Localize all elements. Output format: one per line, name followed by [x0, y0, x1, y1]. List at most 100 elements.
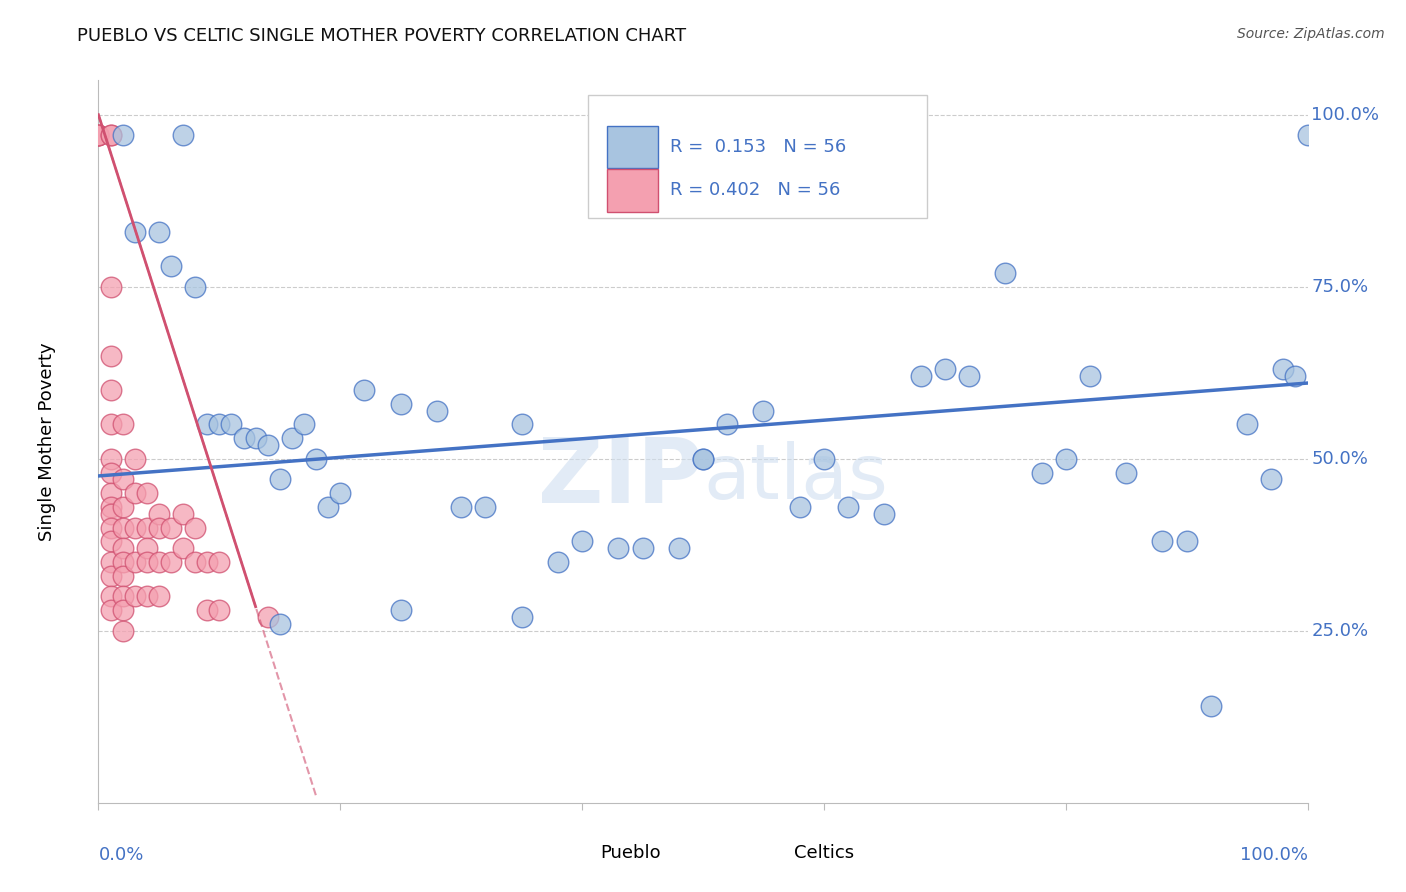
Point	[100, 128, 122, 143]
Point	[148, 507, 170, 521]
Point	[172, 541, 194, 556]
Point	[87, 128, 110, 143]
Point	[195, 603, 218, 617]
Point	[100, 417, 122, 432]
Point	[148, 520, 170, 534]
Point	[994, 266, 1017, 280]
Point	[135, 486, 157, 500]
Text: Source: ZipAtlas.com: Source: ZipAtlas.com	[1237, 27, 1385, 41]
Point	[305, 451, 328, 466]
Point	[269, 616, 291, 631]
Point	[607, 541, 630, 556]
Point	[221, 417, 243, 432]
Text: Celtics: Celtics	[794, 845, 853, 863]
Point	[1152, 534, 1174, 549]
Text: 100.0%: 100.0%	[1312, 105, 1379, 124]
Point	[1031, 466, 1053, 480]
FancyBboxPatch shape	[749, 838, 790, 870]
Point	[100, 534, 122, 549]
Point	[474, 500, 496, 514]
Point	[184, 555, 207, 569]
Point	[245, 431, 267, 445]
FancyBboxPatch shape	[607, 126, 658, 169]
Point	[184, 279, 207, 293]
Point	[873, 507, 896, 521]
Point	[1272, 362, 1295, 376]
Point	[87, 128, 110, 143]
Text: 100.0%: 100.0%	[1240, 847, 1308, 864]
Point	[1296, 128, 1319, 143]
Point	[910, 369, 932, 384]
Text: R =  0.153   N = 56: R = 0.153 N = 56	[671, 138, 846, 156]
Text: 50.0%: 50.0%	[1312, 450, 1368, 467]
Point	[1175, 534, 1198, 549]
Point	[426, 403, 449, 417]
Text: 25.0%: 25.0%	[1312, 622, 1368, 640]
Point	[100, 383, 122, 397]
Point	[184, 520, 207, 534]
Point	[124, 225, 146, 239]
Point	[124, 590, 146, 604]
Point	[957, 369, 980, 384]
Point	[281, 431, 304, 445]
Point	[100, 500, 122, 514]
Point	[195, 417, 218, 432]
Point	[111, 568, 134, 582]
Point	[124, 486, 146, 500]
Point	[208, 555, 231, 569]
Point	[111, 603, 134, 617]
Point	[87, 128, 110, 143]
Point	[668, 541, 690, 556]
Point	[111, 520, 134, 534]
Text: 0.0%: 0.0%	[98, 847, 143, 864]
Point	[100, 568, 122, 582]
Point	[692, 451, 714, 466]
Point	[789, 500, 811, 514]
Point	[752, 403, 775, 417]
Text: R = 0.402   N = 56: R = 0.402 N = 56	[671, 181, 841, 200]
Point	[1054, 451, 1077, 466]
Point	[135, 590, 157, 604]
Point	[160, 259, 183, 273]
Point	[124, 520, 146, 534]
Point	[111, 500, 134, 514]
Point	[111, 541, 134, 556]
Point	[269, 472, 291, 486]
Point	[256, 610, 278, 624]
Point	[1115, 466, 1137, 480]
Point	[111, 128, 134, 143]
Point	[100, 590, 122, 604]
Point	[111, 472, 134, 486]
Text: Single Mother Poverty: Single Mother Poverty	[38, 343, 56, 541]
FancyBboxPatch shape	[588, 95, 927, 218]
Point	[1284, 369, 1306, 384]
Point	[631, 541, 654, 556]
Point	[1199, 699, 1222, 714]
Point	[450, 500, 472, 514]
Point	[111, 624, 134, 638]
Text: Pueblo: Pueblo	[600, 845, 661, 863]
Point	[329, 486, 352, 500]
Point	[100, 555, 122, 569]
Point	[208, 603, 231, 617]
FancyBboxPatch shape	[555, 838, 596, 870]
Point	[100, 486, 122, 500]
FancyBboxPatch shape	[607, 169, 658, 211]
Point	[1078, 369, 1101, 384]
Point	[1236, 417, 1258, 432]
Text: ZIP: ZIP	[538, 434, 703, 522]
Point	[316, 500, 339, 514]
Point	[256, 438, 278, 452]
Point	[87, 128, 110, 143]
Point	[389, 397, 412, 411]
Point	[111, 590, 134, 604]
Point	[100, 507, 122, 521]
Point	[510, 610, 533, 624]
Point	[100, 349, 122, 363]
Point	[124, 555, 146, 569]
Point	[172, 507, 194, 521]
Point	[837, 500, 859, 514]
Point	[100, 279, 122, 293]
Point	[571, 534, 593, 549]
Point	[100, 451, 122, 466]
